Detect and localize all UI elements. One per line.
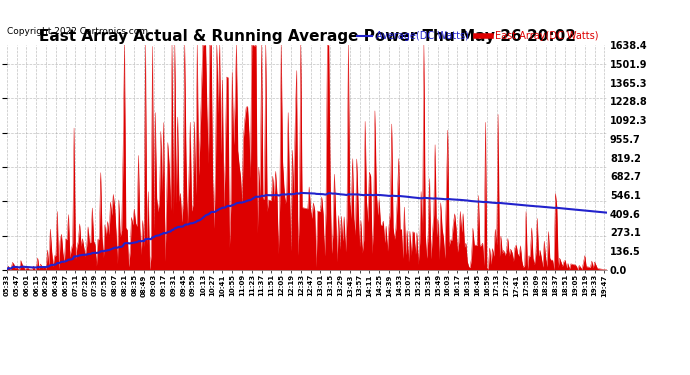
Text: Copyright 2022 Cartronics.com: Copyright 2022 Cartronics.com: [7, 27, 148, 36]
Legend: Average(DC Watts), East Array(DC Watts): Average(DC Watts), East Array(DC Watts): [353, 27, 602, 45]
Title: East Array Actual & Running Average Power Thu May 26 20:02: East Array Actual & Running Average Powe…: [39, 29, 575, 44]
